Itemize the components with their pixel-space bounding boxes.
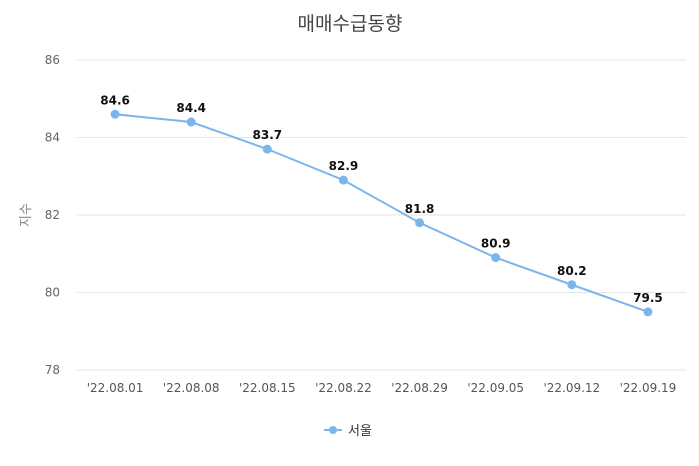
data-point[interactable] (338, 175, 348, 185)
x-tick-label: '22.08.22 (315, 381, 372, 395)
data-label: 81.8 (405, 202, 435, 216)
data-point[interactable] (415, 218, 425, 228)
data-label: 82.9 (329, 159, 359, 173)
x-tick-label: '22.09.12 (543, 381, 600, 395)
x-tick-label: '22.08.29 (391, 381, 448, 395)
legend-marker-icon (329, 426, 337, 434)
series-line (114, 113, 649, 313)
legend-label: 서울 (348, 424, 372, 439)
y-axis-label: 지수 (19, 203, 34, 227)
y-tick-label: 82 (45, 208, 60, 222)
x-tick-label: '22.09.05 (467, 381, 524, 395)
data-label: 80.2 (557, 264, 587, 278)
data-label: 79.5 (633, 291, 663, 305)
data-label: 80.9 (481, 237, 511, 251)
chart-title: 매매수급동향 (298, 13, 403, 35)
data-point[interactable] (567, 280, 577, 290)
x-tick-label: '22.09.19 (620, 381, 677, 395)
data-label: 84.6 (100, 93, 130, 107)
x-tick-label: '22.08.08 (163, 381, 220, 395)
y-tick-label: 84 (45, 131, 60, 145)
legend[interactable]: 서울 (324, 424, 372, 439)
x-tick-label: '22.08.15 (239, 381, 296, 395)
y-tick-label: 80 (45, 286, 60, 300)
data-label: 84.4 (176, 101, 206, 115)
data-label: 83.7 (253, 128, 283, 142)
y-tick-label: 86 (45, 53, 60, 67)
data-point[interactable] (491, 253, 501, 263)
x-tick-label: '22.08.01 (87, 381, 144, 395)
data-point[interactable] (110, 109, 120, 119)
data-point[interactable] (643, 307, 653, 317)
data-point[interactable] (186, 117, 196, 127)
data-point[interactable] (262, 144, 272, 154)
y-tick-label: 78 (45, 363, 60, 377)
